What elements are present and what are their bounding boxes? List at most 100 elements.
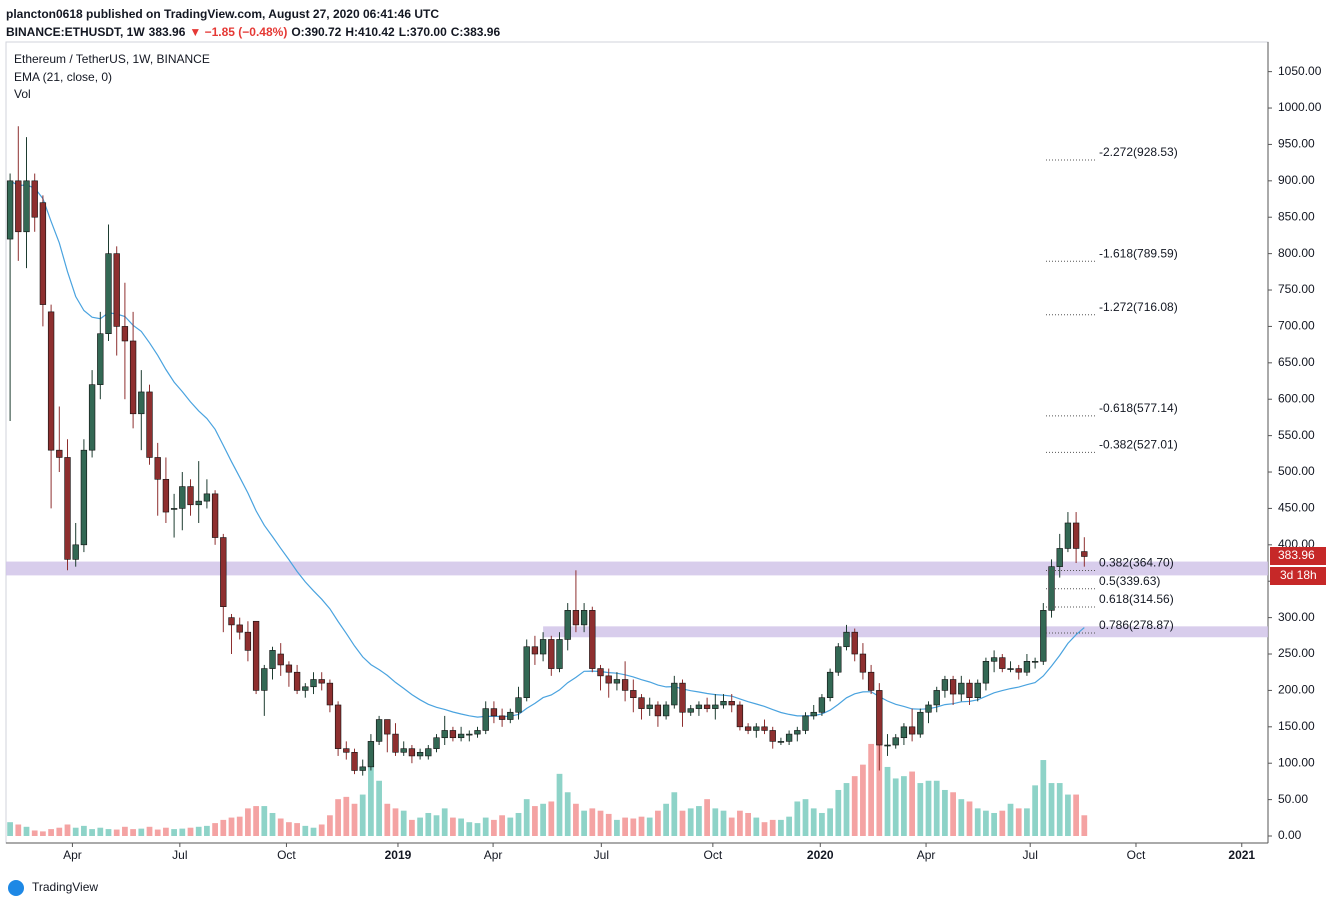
volume-bar xyxy=(113,829,120,836)
ohlc-close: C:383.96 xyxy=(450,25,501,39)
candle-body xyxy=(1031,660,1039,663)
candle-body xyxy=(572,610,580,626)
volume-bar xyxy=(122,826,128,836)
volume-bar xyxy=(917,783,924,836)
volume-bar xyxy=(105,829,112,836)
volume-bar xyxy=(507,817,514,836)
volume-bar xyxy=(441,808,448,836)
volume-bar xyxy=(318,824,325,836)
volume-bar xyxy=(7,822,13,836)
candle-body xyxy=(728,701,735,706)
volume-bar xyxy=(925,780,932,836)
candle-body xyxy=(334,704,342,749)
volume-bar xyxy=(523,799,530,836)
publisher: plancton0618 published on TradingView.co… xyxy=(6,7,440,21)
candle-body xyxy=(851,631,858,655)
volume-bar xyxy=(286,822,292,836)
volume-bar xyxy=(154,829,161,836)
fib-label: -0.382(527.01) xyxy=(1099,438,1178,452)
candle-body xyxy=(211,493,219,538)
candle-body xyxy=(236,624,243,633)
x-tick-label: Jul xyxy=(1023,848,1038,862)
volume-bar xyxy=(663,803,669,836)
volume-bar xyxy=(745,812,751,836)
candle-body xyxy=(662,704,670,717)
candle-body xyxy=(908,726,916,735)
candle-body xyxy=(687,708,694,713)
candle-body xyxy=(974,682,981,698)
volume-bar xyxy=(97,827,104,836)
logo[interactable]: TradingView xyxy=(32,880,98,894)
candle-body xyxy=(474,730,481,735)
x-tick-label: Oct xyxy=(704,848,723,862)
candle-body xyxy=(900,726,908,739)
candle-body xyxy=(39,202,47,305)
candle-body xyxy=(507,711,514,720)
candle-body xyxy=(498,715,506,720)
symbol: BINANCE:ETHUSDT, 1W xyxy=(6,25,145,39)
candle-body xyxy=(982,660,990,684)
candle-body xyxy=(621,679,629,691)
candle-body xyxy=(703,704,711,709)
candle-body xyxy=(515,697,522,713)
candle-body xyxy=(293,671,301,691)
y-tick-label: 500.00 xyxy=(1278,464,1315,478)
y-tick-label: 150.00 xyxy=(1278,719,1315,733)
candle-body xyxy=(777,741,785,743)
volume-bar xyxy=(556,773,563,836)
candle-body xyxy=(884,744,891,747)
candle-body xyxy=(433,737,440,749)
volume-bar xyxy=(1032,785,1038,836)
candle-body xyxy=(818,697,826,713)
volume-bar xyxy=(769,819,776,836)
header: plancton0618 published on TradingView.co… xyxy=(6,5,504,41)
y-tick-label: 300.00 xyxy=(1278,610,1315,624)
candle-body xyxy=(228,617,235,626)
volume-bar xyxy=(1015,808,1022,836)
quote-line: BINANCE:ETHUSDT, 1W 383.96 ▼ −1.85 (−0.48%… xyxy=(6,23,504,41)
y-tick-label: 250.00 xyxy=(1278,646,1315,660)
volume-bar xyxy=(310,827,317,836)
volume-bar xyxy=(417,817,423,836)
volume-bar xyxy=(999,810,1006,836)
price: 383.96 xyxy=(148,25,186,39)
y-tick-label: 900.00 xyxy=(1278,173,1315,187)
logo-icon xyxy=(8,880,24,896)
candle-body xyxy=(351,751,358,771)
candle-body xyxy=(1015,668,1022,673)
y-tick-label: 50.00 xyxy=(1278,792,1308,806)
candle-body xyxy=(876,690,883,746)
zone xyxy=(543,626,1268,638)
volume-bar xyxy=(245,808,251,836)
volume-bar xyxy=(1081,815,1088,836)
volume-bar xyxy=(704,799,710,836)
volume-bar xyxy=(515,812,522,836)
change: ▼ −1.85 (−0.48%) xyxy=(189,25,288,39)
volume-bar xyxy=(343,796,350,836)
candle-body xyxy=(1064,522,1072,549)
volume-bar xyxy=(909,771,915,836)
candle-body xyxy=(630,690,637,698)
candle-body xyxy=(97,333,104,385)
x-tick-label: Oct xyxy=(1127,848,1146,862)
y-tick-label: 1050.00 xyxy=(1278,64,1322,78)
volume-bar xyxy=(876,714,883,836)
volume-bar xyxy=(64,824,71,836)
candle-body xyxy=(302,686,309,691)
volume-bar xyxy=(573,803,579,836)
volume-bar xyxy=(458,818,464,836)
candle-body xyxy=(605,675,612,684)
volume-bar xyxy=(204,825,210,836)
candle-body xyxy=(892,737,899,746)
candle-body xyxy=(113,253,120,327)
volume-bar xyxy=(614,819,620,836)
x-tick-label: 2021 xyxy=(1228,848,1255,862)
candle-body xyxy=(867,671,875,691)
volume-bar xyxy=(884,766,891,836)
candle-body xyxy=(138,391,145,415)
candle-body xyxy=(638,697,645,709)
candle-body xyxy=(843,631,850,648)
volume-bar xyxy=(974,808,981,836)
volume-bar xyxy=(1056,783,1063,836)
x-tick-label: Apr xyxy=(484,848,503,862)
